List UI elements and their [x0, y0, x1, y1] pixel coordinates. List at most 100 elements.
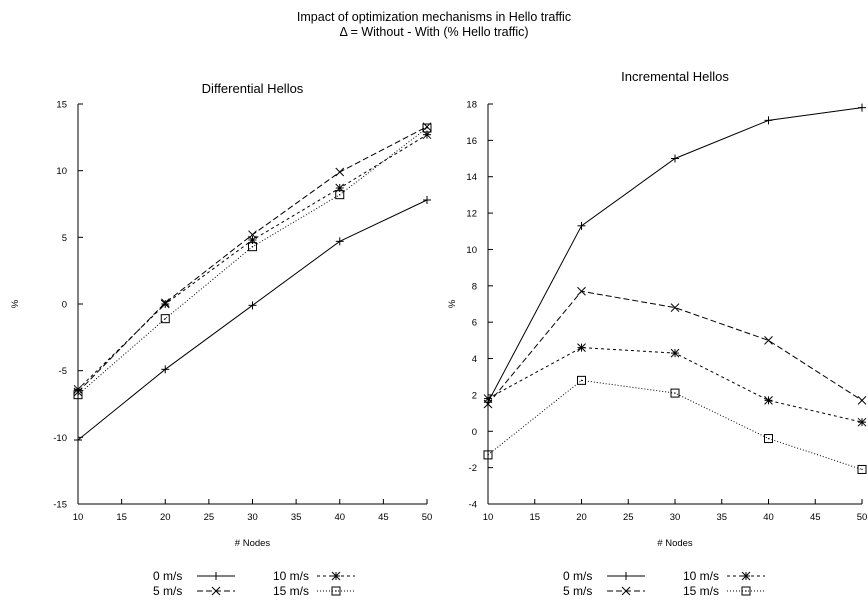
- series-line-10-m-s: [77, 134, 428, 390]
- legend-label: 10 m/s: [683, 569, 719, 583]
- legend-label: 0 m/s: [563, 569, 592, 583]
- y-tick-label: -4: [469, 500, 477, 511]
- legend-label: 15 m/s: [683, 584, 719, 598]
- legend-label: 0 m/s: [153, 569, 182, 583]
- data-point: [160, 314, 170, 324]
- x-tick-label: 10: [483, 512, 494, 523]
- chart-differential-hellos: Differential Hellos -15 -10 -5 0 5 10 15 10 15 20 2…: [10, 81, 432, 598]
- legend-item-15-m-s: 15 m/s: [273, 584, 355, 598]
- data-point: [248, 301, 257, 310]
- data-point: [671, 154, 679, 163]
- series-15-m-s: [73, 123, 432, 400]
- y-tick-label: 15: [56, 100, 67, 111]
- data-point: [577, 343, 586, 352]
- legend-marker: [211, 586, 221, 596]
- data-point: [577, 286, 586, 296]
- figure-title-line1: Impact of optimization mechanisms in Hel…: [297, 10, 571, 24]
- data-point: [422, 123, 432, 133]
- y-tick-label: 10: [56, 166, 67, 177]
- x-tick-label: 30: [247, 512, 258, 523]
- y-tick-label: -5: [59, 366, 67, 377]
- legend: 0 m/s5 m/s 10 m/s15 m/s: [153, 569, 355, 598]
- series-10-m-s: [483, 343, 867, 427]
- data-point: [335, 237, 344, 246]
- data-point: [74, 436, 82, 444]
- x-tick-label: 40: [763, 512, 774, 523]
- legend-label: 15 m/s: [273, 584, 309, 598]
- data-point: [670, 388, 680, 398]
- data-point: [670, 303, 680, 312]
- y-tick-label: 16: [466, 136, 477, 147]
- chart-incremental-hellos: Incremental Hellos -4 -2 0 2 4 6 8 10 12 14 16 18 10 1…: [447, 69, 867, 598]
- series-5-m-s: [73, 122, 432, 397]
- data-point: [73, 384, 83, 394]
- legend: 0 m/s5 m/s 10 m/s15 m/s: [563, 569, 765, 598]
- data-point: [423, 196, 431, 204]
- data-point: [857, 417, 867, 427]
- y-tick-label: -10: [53, 433, 67, 444]
- data-point: [335, 190, 345, 200]
- data-point: [483, 394, 493, 403]
- y-tick-label: -2: [469, 463, 477, 474]
- x-tick-label: 50: [422, 512, 433, 523]
- y-tick-label: 8: [472, 281, 477, 292]
- legend-marker: [741, 586, 751, 596]
- legend-item-10-m-s: 10 m/s: [273, 569, 355, 583]
- data-point: [160, 299, 170, 309]
- y-tick-label: 14: [466, 172, 477, 183]
- series-0-m-s: [484, 103, 866, 407]
- x-tick-label: 30: [670, 512, 681, 523]
- x-tick-label: 25: [204, 512, 215, 523]
- legend-item-5-m-s: 5 m/s: [563, 584, 645, 598]
- data-point: [73, 390, 83, 400]
- y-tick-label: 5: [62, 233, 67, 244]
- x-tick-label: 15: [116, 512, 127, 523]
- data-point: [577, 221, 586, 230]
- legend-marker: [331, 571, 341, 581]
- x-tick-label: 20: [160, 512, 171, 523]
- legend-label: 5 m/s: [563, 584, 592, 598]
- legend-item-0-m-s: 0 m/s: [563, 569, 645, 583]
- legend-label: 10 m/s: [273, 569, 309, 583]
- legend-marker: [622, 572, 630, 580]
- x-tick-label: 40: [334, 512, 345, 523]
- legend-marker: [212, 572, 220, 580]
- series-line-0-m-s: [487, 107, 863, 403]
- series-line-15-m-s: [77, 127, 428, 396]
- data-point: [764, 396, 773, 405]
- data-point: [857, 396, 867, 405]
- data-point: [577, 375, 586, 385]
- legend-marker: [621, 586, 631, 596]
- legend-item-15-m-s: 15 m/s: [683, 584, 765, 598]
- data-point: [857, 464, 867, 474]
- plot-title: Differential Hellos: [202, 81, 304, 96]
- x-axis-label: # Nodes: [235, 538, 271, 549]
- y-tick-label: 10: [466, 245, 477, 256]
- legend-marker: [741, 571, 751, 581]
- y-tick-label: 0: [62, 300, 67, 311]
- series-10-m-s: [73, 130, 432, 394]
- data-point: [764, 434, 773, 444]
- x-tick-label: 35: [291, 512, 302, 523]
- y-tick-label: 18: [466, 100, 477, 111]
- y-tick-label: 2: [472, 390, 477, 401]
- y-axis-label: %: [10, 299, 21, 308]
- data-point: [335, 167, 345, 177]
- x-tick-label: 15: [529, 512, 540, 523]
- x-tick-label: 45: [810, 512, 821, 523]
- legend-item-5-m-s: 5 m/s: [153, 584, 235, 598]
- x-tick-label: 50: [857, 512, 868, 523]
- x-tick-label: 25: [623, 512, 634, 523]
- legend-marker: [331, 586, 341, 596]
- y-axis-label: %: [447, 299, 458, 308]
- x-tick-label: 10: [73, 512, 84, 523]
- x-tick-label: 35: [716, 512, 727, 523]
- x-tick-label: 45: [378, 512, 389, 523]
- series-line-10-m-s: [487, 347, 863, 423]
- series-5-m-s: [483, 286, 867, 409]
- y-tick-label: -15: [53, 500, 67, 511]
- data-point: [764, 336, 773, 345]
- legend-item-0-m-s: 0 m/s: [153, 569, 235, 583]
